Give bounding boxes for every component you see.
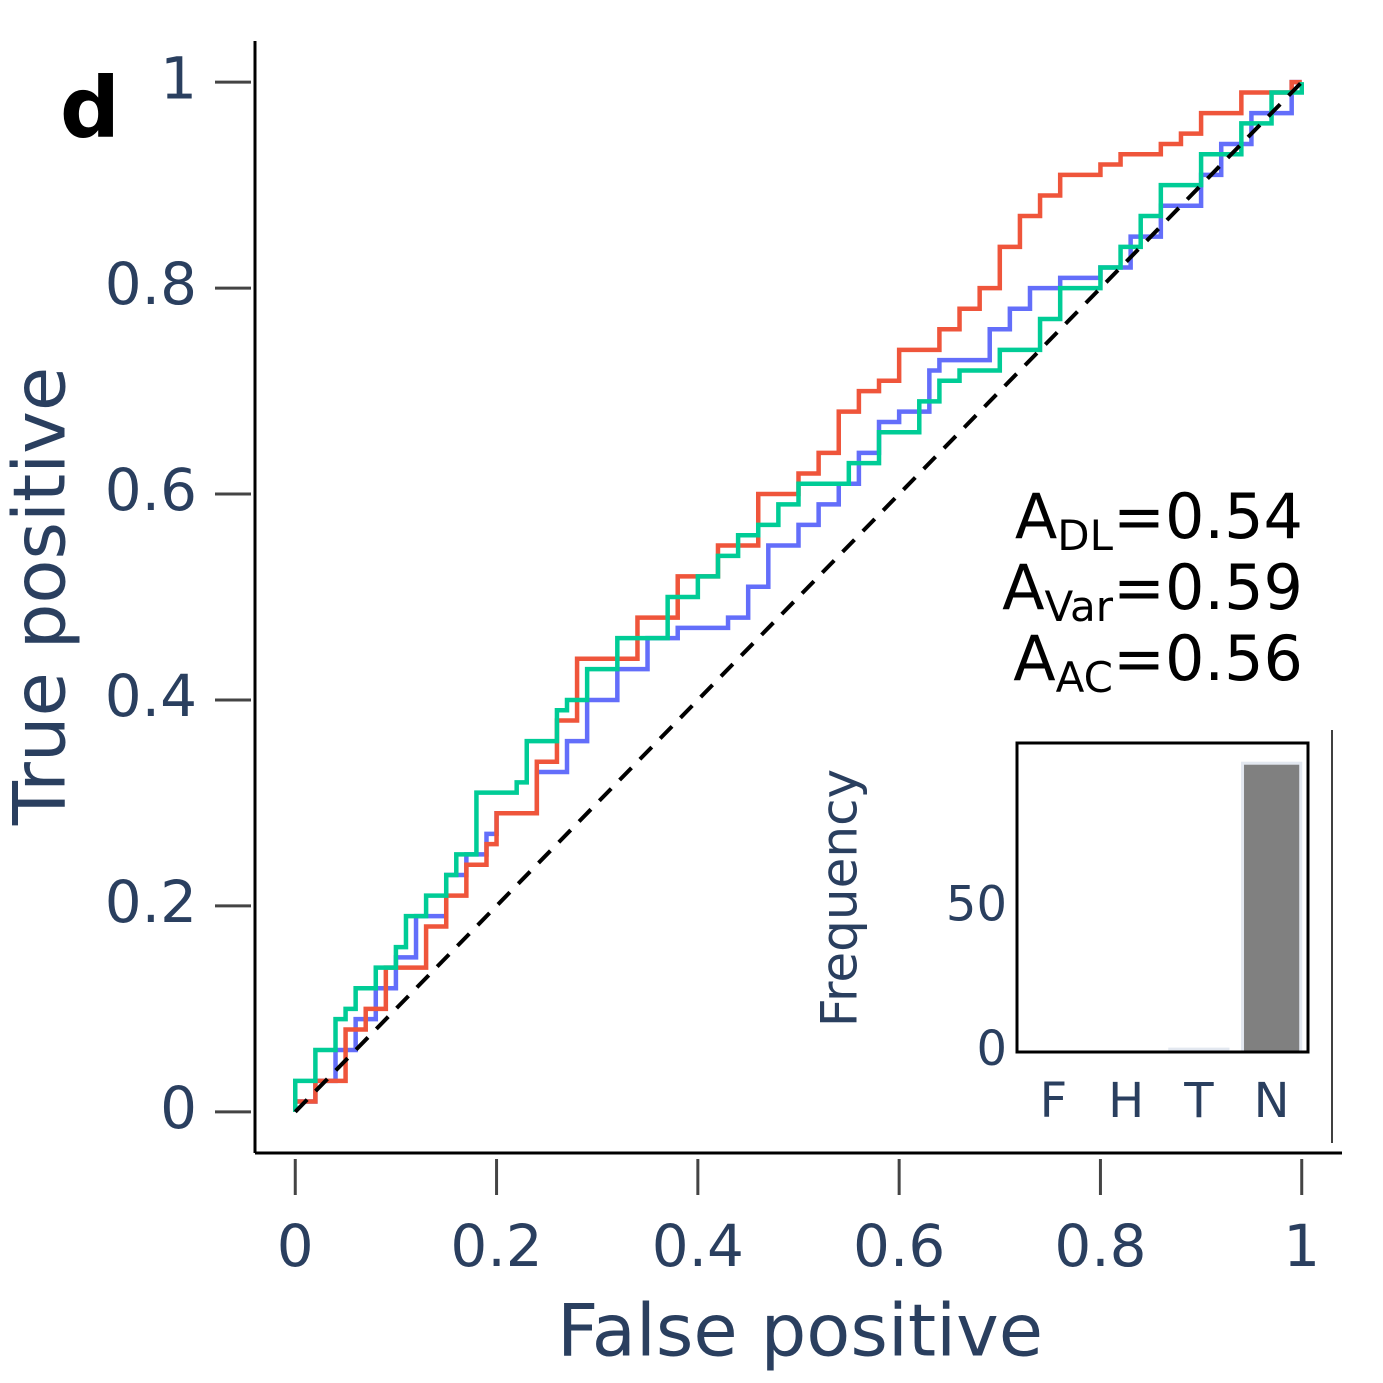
x-tick-label: 0.8 bbox=[1054, 1212, 1146, 1280]
inset-y-tick-label: 50 bbox=[946, 877, 1007, 933]
inset-x-tick-label: T bbox=[1183, 1073, 1214, 1129]
auc-symbol: A bbox=[1013, 622, 1055, 695]
y-tick-label: 0.6 bbox=[105, 456, 197, 524]
x-tick-label: 0.6 bbox=[853, 1212, 945, 1280]
auc-value: =0.56 bbox=[1113, 622, 1303, 695]
inset-x-tick-label: N bbox=[1254, 1073, 1290, 1129]
x-tick-label: 0.2 bbox=[450, 1212, 542, 1280]
y-axis-label: True positive bbox=[0, 367, 82, 826]
y-tick-label: 0.4 bbox=[105, 662, 197, 730]
y-tick-label: 0 bbox=[160, 1074, 197, 1142]
auc-annotation: AAC=0.56 bbox=[1013, 622, 1303, 702]
y-tick-label: 0.2 bbox=[105, 868, 197, 936]
bar bbox=[1241, 761, 1303, 1054]
roc-curve bbox=[293, 82, 1304, 1112]
diagonal-line bbox=[293, 80, 1304, 1114]
auc-annotation: AVar=0.59 bbox=[1002, 551, 1303, 631]
auc-value: =0.59 bbox=[1113, 551, 1303, 624]
inset-y-tick-label: 0 bbox=[976, 1021, 1007, 1077]
y-tick-label: 0.8 bbox=[105, 250, 197, 318]
x-tick-label: 0.4 bbox=[652, 1212, 744, 1280]
auc-subscript: DL bbox=[1057, 511, 1113, 560]
auc-value: =0.54 bbox=[1113, 480, 1303, 553]
roc-curve bbox=[293, 79, 1302, 1112]
x-axis-label: False positive bbox=[557, 1289, 1043, 1373]
auc-annotation: ADL=0.54 bbox=[1015, 480, 1303, 560]
auc-symbol: A bbox=[1015, 480, 1057, 553]
x-tick-label: 1 bbox=[1283, 1212, 1320, 1280]
auc-subscript: AC bbox=[1056, 653, 1113, 702]
x-tick-label: 0 bbox=[277, 1212, 314, 1280]
auc-symbol: A bbox=[1002, 551, 1044, 624]
auc-subscript: Var bbox=[1045, 582, 1114, 631]
inset-x-tick-label: F bbox=[1040, 1073, 1068, 1129]
y-tick-label: 1 bbox=[160, 44, 197, 112]
inset-frame bbox=[1015, 741, 1310, 1054]
inset-x-tick-label: H bbox=[1108, 1073, 1144, 1129]
panel-label: d bbox=[60, 59, 120, 157]
inset-y-label: Frequency bbox=[811, 769, 869, 1027]
